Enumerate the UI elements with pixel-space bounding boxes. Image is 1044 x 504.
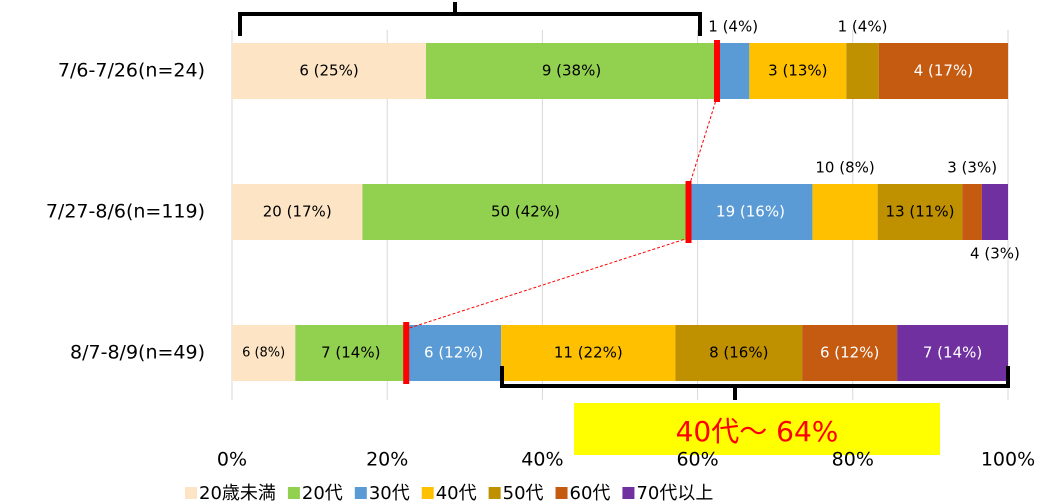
data-label: 8 (16%) <box>709 344 768 362</box>
data-label: 1 (4%) <box>708 18 758 36</box>
data-label: 6 (25%) <box>299 62 358 80</box>
data-label: 10 (8%) <box>815 159 874 177</box>
connector <box>406 237 689 330</box>
bar-segment <box>232 43 426 99</box>
legend-swatch <box>354 487 367 499</box>
data-label: 20 (17%) <box>263 203 332 221</box>
y-tick-label: 8/7-8/9(n=49) <box>70 342 205 364</box>
data-label: 50 (42%) <box>491 203 560 221</box>
legend-swatch <box>287 487 300 499</box>
legend-label: 20代 <box>302 483 343 504</box>
data-label: 6 (12%) <box>820 344 879 362</box>
bar-segment <box>232 184 363 240</box>
bar-segment <box>812 184 878 240</box>
legend-swatch <box>622 487 635 499</box>
legend-label: 50代 <box>503 483 544 504</box>
bar-segment <box>846 43 879 99</box>
bar-segment <box>426 43 717 99</box>
bar-segment <box>802 325 898 381</box>
data-label: 11 (22%) <box>554 344 623 362</box>
data-label: 6 (8%) <box>242 346 285 361</box>
bar-segment <box>295 325 407 381</box>
bar-segment <box>981 184 1008 240</box>
legend-swatch <box>421 487 434 499</box>
y-tick-label: 7/6-7/26(n=24) <box>58 60 205 82</box>
bar-segment <box>675 325 803 381</box>
legend-label: 20歳未満 <box>199 483 276 504</box>
data-label: 7 (14%) <box>321 344 380 362</box>
bar-segment <box>406 325 502 381</box>
bar-segment <box>878 43 1009 99</box>
annotation-box <box>574 403 940 455</box>
x-tick-label: 60% <box>676 449 718 471</box>
data-label: 3 (13%) <box>768 62 827 80</box>
data-label: 3 (3%) <box>947 159 997 177</box>
boundary-mark <box>403 322 410 384</box>
data-label: 9 (38%) <box>542 62 601 80</box>
annotation: 40代～ 64% <box>676 415 839 448</box>
legend-label: 30代 <box>369 483 410 504</box>
data-label: 7 (14%) <box>923 344 982 362</box>
boundary-mark <box>714 40 720 102</box>
x-tick-label: 100% <box>981 449 1035 471</box>
data-label: 4 (17%) <box>914 62 973 80</box>
legend-label: 70代以上 <box>636 483 713 504</box>
bar-segment <box>362 184 689 240</box>
bar-segment <box>897 325 1008 381</box>
data-label: 19 (16%) <box>716 203 785 221</box>
bar-segment <box>717 43 750 99</box>
bar-segment <box>962 184 982 240</box>
connector <box>688 96 718 189</box>
bottom-bracket <box>500 366 1010 400</box>
data-label: 4 (3%) <box>970 245 1020 263</box>
legend-swatch <box>488 487 501 499</box>
bar-segment <box>232 325 296 381</box>
y-tick-label: 7/27-8/6(n=119) <box>46 201 205 223</box>
x-tick-label: 0% <box>217 449 247 471</box>
data-label: 13 (11%) <box>886 203 955 221</box>
legend-swatch <box>185 487 197 499</box>
x-tick-label: 40% <box>521 449 563 471</box>
legend-label: 60代 <box>570 483 611 504</box>
data-label: 6 (12%) <box>424 344 483 362</box>
bar-segment <box>877 184 963 240</box>
data-label: 1 (4%) <box>838 18 888 36</box>
bar-segment <box>688 184 813 240</box>
bar-segment <box>749 43 847 99</box>
legend-label: 40代 <box>436 483 477 504</box>
bar-segment <box>501 325 676 381</box>
legend-swatch <box>555 487 568 499</box>
x-tick-label: 20% <box>366 449 408 471</box>
x-tick-label: 80% <box>832 449 874 471</box>
top-bracket <box>238 12 702 36</box>
bars <box>232 43 1009 381</box>
boundary-mark <box>685 181 692 243</box>
